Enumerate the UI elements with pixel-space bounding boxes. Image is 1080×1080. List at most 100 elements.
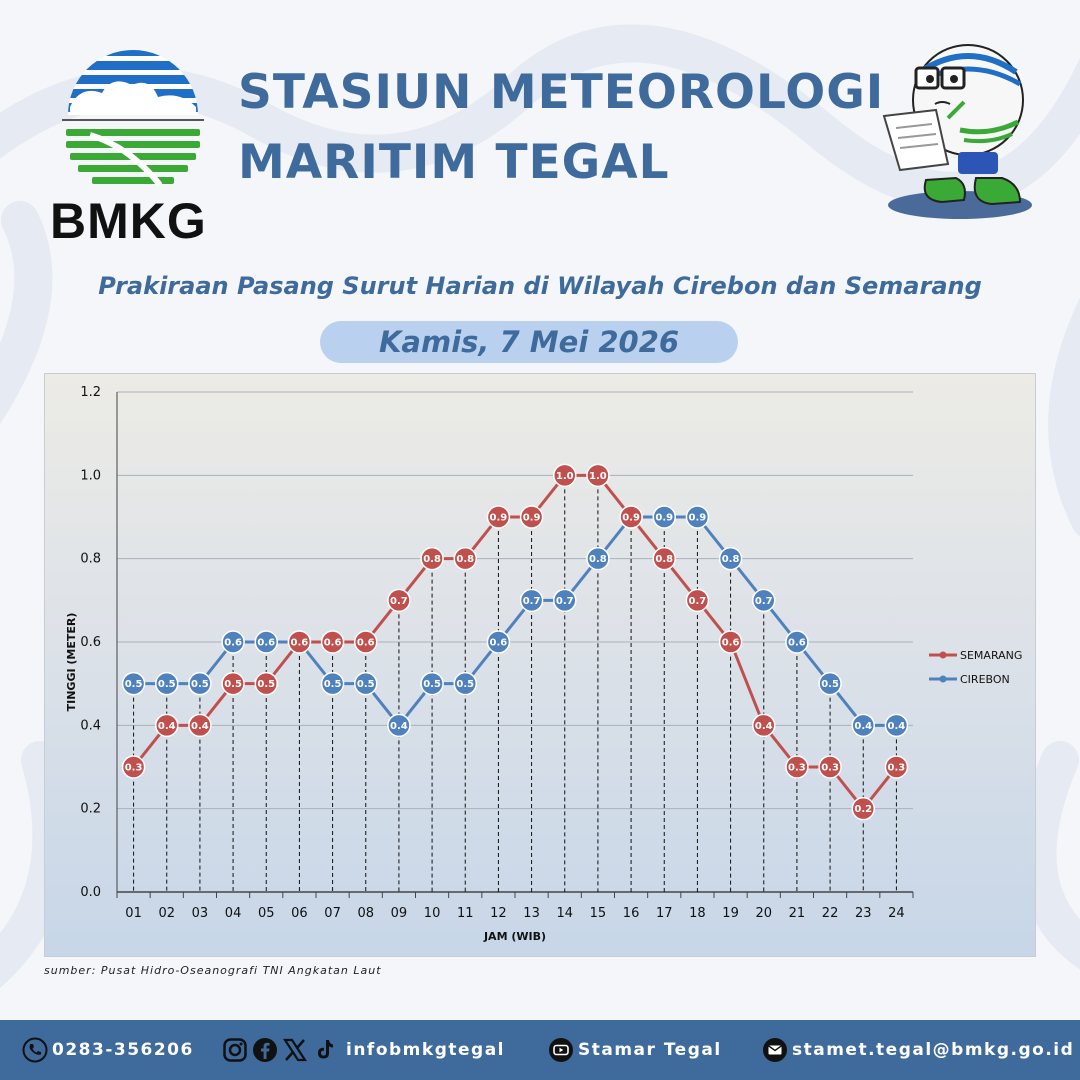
- x-tick-label: 04: [225, 906, 242, 921]
- data-point-semarang: [519, 505, 544, 529]
- x-tick-label: 14: [556, 906, 573, 921]
- tide-chart-svg: 0.0 0.2 0.4 0.6 0.8 1.0 1.2 01 02 03 04 05 06 07 08 09 1…: [65, 385, 1022, 943]
- data-label-cirebon: 0.6: [257, 638, 275, 649]
- x-tick-label: 21: [789, 906, 806, 921]
- data-point-cirebon: [752, 588, 776, 613]
- data-label-semarang: 1.0: [556, 471, 574, 482]
- data-point-cirebon: [718, 546, 743, 571]
- footer-phone[interactable]: 0283-356206: [22, 1020, 194, 1080]
- data-label-semarang: 0.9: [490, 513, 508, 524]
- data-point-cirebon: [320, 671, 345, 696]
- x-tick-label: 09: [391, 906, 408, 921]
- data-point-semarang: [586, 463, 610, 488]
- title-line-1: STASIUN METEOROLOGI: [238, 65, 885, 120]
- x-tick-label: 06: [291, 906, 308, 921]
- data-point-semarang: [486, 505, 511, 529]
- data-label-cirebon: 0.5: [125, 679, 143, 690]
- data-label-semarang: 0.8: [655, 554, 673, 565]
- data-label-semarang: 1.0: [589, 471, 607, 482]
- data-point-semarang: [121, 755, 146, 779]
- x-tick-label: 22: [822, 906, 839, 921]
- station-title: STASIUN METEOROLOGI MARITIM TEGAL: [238, 58, 884, 198]
- data-point-cirebon: [254, 630, 278, 654]
- data-point-semarang: [354, 630, 378, 654]
- data-point-semarang: [718, 630, 743, 654]
- footer-email[interactable]: stamet.tegal@bmkg.go.id: [762, 1020, 1074, 1080]
- data-label-semarang: 0.3: [888, 763, 906, 774]
- forecast-date: Kamis, 7 Mei 2026: [320, 321, 738, 363]
- y-tick-label: 0.0: [80, 885, 101, 900]
- data-label-semarang: 0.9: [523, 513, 541, 524]
- youtube-icon: [549, 1038, 573, 1062]
- y-tick-label: 0.4: [80, 718, 101, 733]
- x-tick-label: 19: [722, 906, 739, 921]
- data-label-cirebon: 0.7: [556, 596, 574, 607]
- data-source: sumber: Pusat Hidro-Oseanografi TNI Angk…: [44, 964, 382, 977]
- data-point-semarang: [453, 546, 477, 571]
- tiktok-icon: [318, 1040, 333, 1059]
- data-point-cirebon: [121, 671, 146, 696]
- data-label-cirebon: 0.4: [854, 721, 872, 732]
- data-point-semarang: [188, 713, 212, 738]
- data-point-cirebon: [420, 671, 444, 696]
- data-point-semarang: [851, 796, 875, 821]
- y-tick-label: 1.0: [80, 468, 101, 483]
- phone-icon: [22, 1037, 48, 1063]
- x-tick-label: 24: [888, 906, 905, 921]
- data-point-cirebon: [586, 546, 610, 571]
- data-label-cirebon: 0.4: [390, 721, 408, 732]
- data-label-cirebon: 0.5: [324, 679, 342, 690]
- y-tick-label: 0.2: [80, 802, 101, 817]
- data-point-semarang: [155, 713, 179, 738]
- data-label-semarang: 0.9: [622, 513, 640, 524]
- data-point-cirebon: [486, 630, 511, 654]
- data-label-semarang: 0.4: [158, 721, 176, 732]
- x-twitter-icon: [282, 1038, 308, 1062]
- data-point-cirebon: [221, 630, 245, 654]
- x-tick-label: 02: [158, 906, 175, 921]
- footer-youtube[interactable]: Stamar Tegal: [548, 1020, 722, 1080]
- x-tick-label: 03: [192, 906, 209, 921]
- data-label-semarang: 0.6: [324, 638, 342, 649]
- data-label-semarang: 0.7: [689, 596, 707, 607]
- data-label-cirebon: 0.9: [689, 513, 707, 524]
- data-label-cirebon: 0.7: [755, 596, 773, 607]
- data-label-cirebon: 0.8: [589, 554, 607, 565]
- data-point-semarang: [254, 671, 278, 696]
- y-axis-title: TINGGI (METER): [65, 613, 78, 712]
- data-point-semarang: [652, 546, 676, 571]
- data-label-semarang: 0.5: [224, 679, 242, 690]
- data-point-cirebon: [553, 588, 577, 613]
- data-point-semarang: [221, 671, 245, 696]
- data-label-semarang: 0.4: [191, 721, 209, 732]
- data-label-cirebon: 0.5: [821, 679, 839, 690]
- x-tick-label: 07: [324, 906, 341, 921]
- youtube-channel: Stamar Tegal: [578, 1040, 722, 1060]
- data-label-semarang: 0.5: [257, 679, 275, 690]
- data-label-semarang: 0.3: [821, 763, 839, 774]
- logo-text: BMKG: [50, 193, 207, 249]
- email-address: stamet.tegal@bmkg.go.id: [792, 1040, 1075, 1060]
- data-label-cirebon: 0.5: [456, 679, 474, 690]
- forecast-subtitle: Prakiraan Pasang Surut Harian di Wilayah…: [98, 272, 982, 300]
- data-label-cirebon: 0.5: [191, 679, 209, 690]
- x-tick-label: 05: [258, 906, 275, 921]
- data-point-semarang: [387, 588, 411, 613]
- footer-bar: 0283-356206 infobmkgtegal Stamar Tegal: [0, 1020, 1080, 1080]
- footer-social[interactable]: infobmkgtegal: [222, 1020, 505, 1080]
- data-point-cirebon: [387, 713, 411, 738]
- data-point-semarang: [287, 630, 312, 654]
- data-point-semarang: [685, 588, 710, 613]
- data-label-semarang: 0.6: [722, 638, 740, 649]
- tide-chart: 0.0 0.2 0.4 0.6 0.8 1.0 1.2 01 02 03 04 05 06 07 08 09 1…: [44, 373, 1036, 957]
- y-tick-label: 1.2: [80, 385, 101, 400]
- data-point-semarang: [420, 546, 444, 571]
- title-line-2: MARITIM TEGAL: [238, 135, 670, 190]
- facebook-icon: [253, 1038, 277, 1062]
- data-label-cirebon: 0.9: [655, 513, 673, 524]
- data-point-cirebon: [155, 671, 179, 696]
- data-point-cirebon: [354, 671, 378, 696]
- x-tick-label: 15: [590, 906, 607, 921]
- data-label-cirebon: 0.6: [224, 638, 242, 649]
- data-label-semarang: 0.8: [456, 554, 474, 565]
